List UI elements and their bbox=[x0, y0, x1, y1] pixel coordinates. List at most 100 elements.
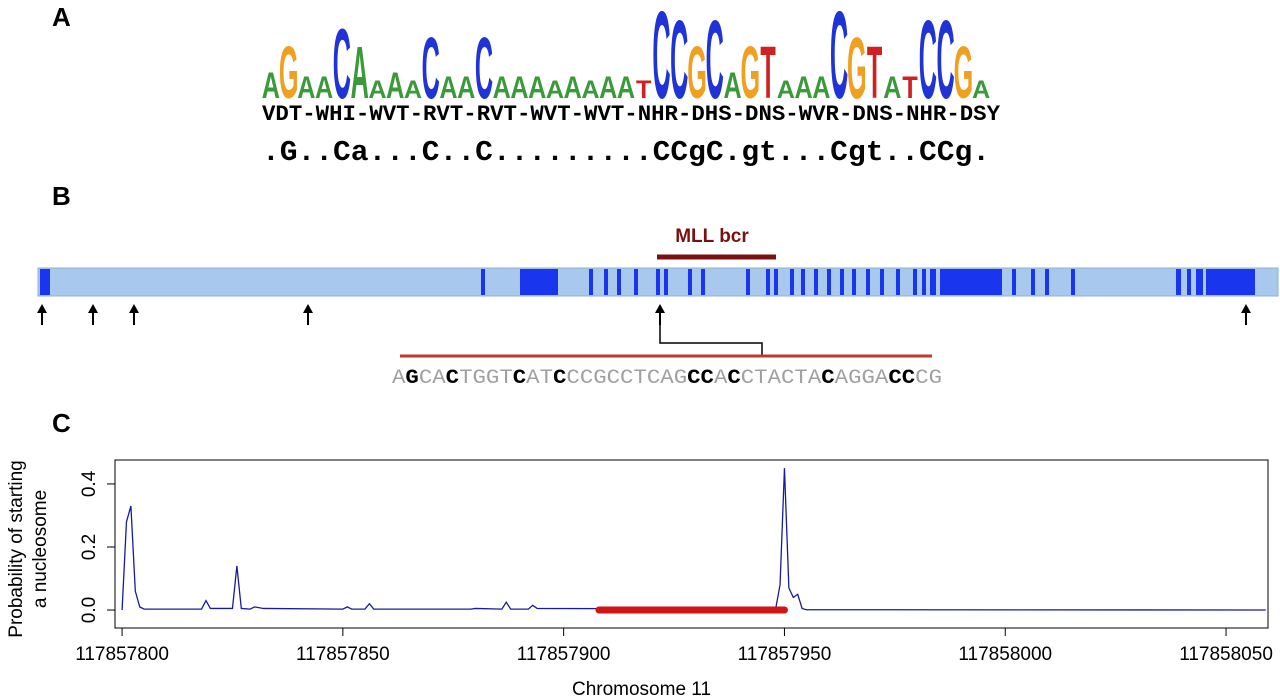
arrows bbox=[37, 304, 1251, 325]
y-axis-label: a nucleosome bbox=[30, 490, 51, 608]
logo-letter: A bbox=[315, 69, 333, 104]
sequence-part: A bbox=[392, 367, 405, 390]
segment bbox=[481, 269, 485, 295]
segment bbox=[814, 269, 818, 295]
logo-letter: A bbox=[564, 69, 582, 104]
x-tick-label: 117857900 bbox=[517, 644, 611, 665]
logo-letter: A bbox=[723, 64, 741, 106]
logo-letter: G bbox=[954, 31, 974, 114]
segment bbox=[701, 269, 705, 295]
segment bbox=[827, 269, 831, 295]
segment bbox=[766, 269, 770, 295]
sequence-part: C bbox=[727, 367, 740, 390]
sequence-part: A bbox=[714, 367, 727, 390]
segment bbox=[1045, 269, 1049, 295]
y-tick-label: 0.2 bbox=[79, 534, 100, 560]
segment bbox=[1176, 269, 1181, 295]
logo-letter: A bbox=[812, 69, 830, 104]
segment bbox=[40, 269, 50, 295]
logo-letter: A bbox=[457, 69, 475, 104]
arrow-head bbox=[655, 304, 665, 313]
x-tick-label: 117857950 bbox=[738, 644, 832, 665]
sequence-part: C bbox=[513, 367, 526, 390]
segment bbox=[617, 269, 621, 295]
sequence-part: CCGCCTCAG bbox=[566, 367, 687, 390]
segment bbox=[656, 269, 660, 295]
panel-label: A bbox=[52, 2, 71, 32]
sequence-part: C bbox=[553, 367, 566, 390]
logo-letter: G bbox=[687, 31, 707, 114]
logo-letter: T bbox=[636, 76, 652, 104]
arrow-head bbox=[88, 304, 98, 313]
segment bbox=[896, 269, 900, 295]
sequence-part: CTACTA bbox=[741, 367, 821, 390]
logo-letter: C bbox=[422, 19, 440, 117]
sequence-part: TGGT bbox=[459, 367, 513, 390]
repeat-segments bbox=[40, 269, 1255, 295]
logo-letter: C bbox=[652, 0, 670, 124]
segment bbox=[801, 269, 805, 295]
logo-letter: T bbox=[867, 31, 882, 114]
logo-letter: A bbox=[404, 76, 422, 104]
x-tick-label: 117857800 bbox=[75, 644, 169, 665]
sequence-part: CC bbox=[687, 367, 714, 390]
region-label: MLL bcr bbox=[675, 226, 749, 247]
logo-letter: G bbox=[279, 31, 299, 114]
segment bbox=[1012, 269, 1016, 295]
sequence-part: CG bbox=[915, 367, 942, 390]
y-tick-label: 0.0 bbox=[79, 597, 100, 623]
logo-letter: A bbox=[386, 64, 404, 106]
segment bbox=[1071, 269, 1075, 295]
segment bbox=[880, 269, 884, 295]
x-tick-label: 117858050 bbox=[1179, 644, 1273, 665]
sequence-part: AGGA bbox=[835, 367, 889, 390]
segment bbox=[1196, 269, 1203, 295]
logo-letter: A bbox=[368, 76, 386, 104]
sequence-part: CA bbox=[419, 367, 446, 390]
logo-letter: C bbox=[919, 0, 937, 123]
segment bbox=[589, 269, 593, 295]
segment bbox=[790, 269, 794, 295]
logo-letter: A bbox=[617, 69, 635, 104]
arrow-head bbox=[37, 304, 47, 313]
x-tick-label: 117858000 bbox=[958, 644, 1052, 665]
degenerate-code: VDT-WHI-WVT-RVT-RVT-WVT-WVT-NHR-DHS-DNS-… bbox=[262, 102, 1001, 127]
segment bbox=[1187, 269, 1191, 295]
chart: 117857800 117857850 117857900 117857950 1178… bbox=[6, 459, 1273, 699]
logo-letter: A bbox=[581, 76, 599, 104]
arrow-head bbox=[303, 304, 313, 313]
logo-letter: A bbox=[351, 31, 369, 114]
bracket bbox=[659, 325, 763, 356]
arrow-head bbox=[1241, 304, 1251, 313]
x-axis-label: Chromosome 11 bbox=[572, 679, 711, 699]
logo-letter: C bbox=[706, 0, 724, 123]
logo-letter: C bbox=[475, 19, 493, 117]
logo-letter: G bbox=[740, 31, 760, 114]
sequence: AGCA CTGGT CAT CCCGCCTCAG CC ACCTACTA CAGGA CC C… bbox=[392, 367, 942, 390]
panel-label: C bbox=[52, 408, 71, 438]
segment bbox=[940, 269, 1002, 295]
logo-letter: A bbox=[599, 69, 617, 104]
segment bbox=[774, 269, 778, 295]
logo-letter: G bbox=[847, 19, 867, 117]
logo-letter: A bbox=[493, 69, 511, 104]
segment bbox=[746, 269, 750, 295]
plot-frame bbox=[114, 459, 1269, 629]
logo-letter: A bbox=[972, 76, 990, 104]
segment bbox=[688, 269, 692, 295]
consensus: .G..Ca...C..C.........CCgC.gt...Cgt..CCg… bbox=[262, 136, 990, 169]
logo-letter: A bbox=[546, 76, 564, 104]
segment bbox=[664, 269, 668, 295]
logo-letter: C bbox=[830, 0, 848, 124]
gene-bar bbox=[37, 267, 1279, 297]
segment bbox=[840, 269, 844, 295]
logo-letter: A bbox=[439, 69, 457, 104]
segment bbox=[520, 269, 558, 295]
logo-letter: C bbox=[670, 0, 688, 123]
sequence-part: C bbox=[821, 367, 834, 390]
panel-label: B bbox=[52, 181, 71, 211]
arrow-head bbox=[129, 304, 139, 313]
sequence-part: AT bbox=[526, 367, 553, 390]
segment bbox=[1031, 269, 1035, 295]
